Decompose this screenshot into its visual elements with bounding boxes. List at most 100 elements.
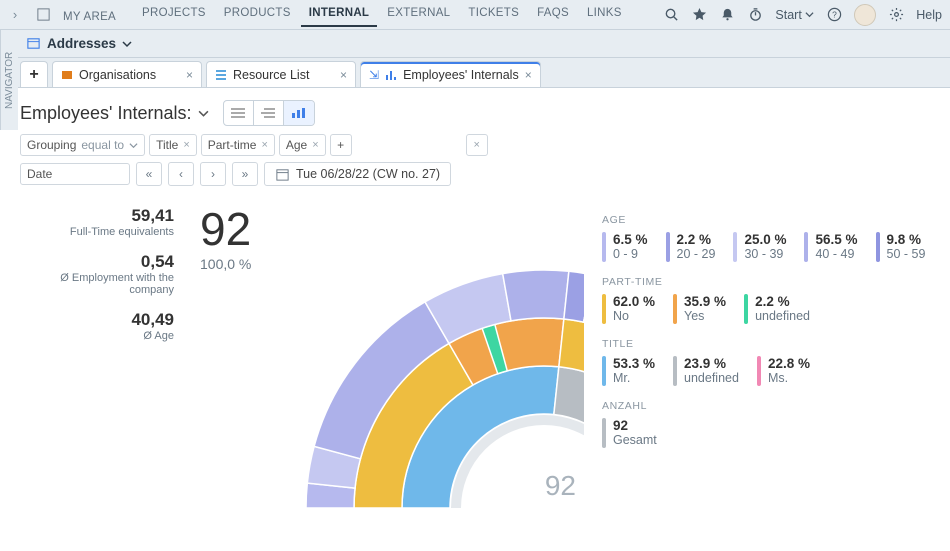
legend-sub: Mr. bbox=[613, 371, 655, 385]
left-stats: 59,41 Full-Time equivalents 0,54 Ø Emplo… bbox=[20, 206, 180, 508]
legend-bar bbox=[804, 232, 808, 262]
stat-value: 59,41 bbox=[20, 206, 174, 226]
legend-pct: 2.2 % bbox=[755, 294, 810, 309]
date-next[interactable]: › bbox=[200, 162, 226, 186]
tab-resource-list[interactable]: Resource List × bbox=[206, 61, 356, 87]
expand-icon[interactable]: › bbox=[8, 7, 22, 22]
pill-age[interactable]: Age× bbox=[279, 134, 326, 156]
pill-part-time[interactable]: Part-time× bbox=[201, 134, 275, 156]
legend-item[interactable]: 92Gesamt bbox=[602, 418, 657, 448]
add-pill[interactable]: + bbox=[330, 134, 352, 156]
addresses-dropdown[interactable]: Addresses bbox=[26, 36, 132, 51]
stat-value: 40,49 bbox=[20, 310, 174, 330]
menu-products[interactable]: PRODUCTS bbox=[216, 3, 299, 27]
legend-sub: undefined bbox=[755, 309, 810, 323]
legend-item[interactable]: 25.0 %30 - 39 bbox=[733, 232, 786, 262]
close-icon[interactable]: × bbox=[525, 68, 532, 82]
legend-pct: 6.5 % bbox=[613, 232, 648, 247]
filter-row: Grouping equal to Title× Part-time× Age×… bbox=[20, 134, 936, 156]
tab-add[interactable]: + bbox=[20, 61, 48, 87]
legend-pct: 22.8 % bbox=[768, 356, 810, 371]
legend-bar bbox=[673, 294, 677, 324]
stat-label: Ø Employment with the company bbox=[20, 272, 174, 296]
tab-bar: + Organisations × Resource List × ⇲ Empl… bbox=[0, 58, 950, 88]
search-icon[interactable] bbox=[663, 7, 679, 23]
legend-sub: Yes bbox=[684, 309, 726, 323]
legend-item[interactable]: 62.0 %No bbox=[602, 294, 655, 324]
legend-item[interactable]: 56.5 %40 - 49 bbox=[804, 232, 857, 262]
navigator-label[interactable]: NAVIGATOR bbox=[0, 30, 18, 130]
date-last[interactable]: » bbox=[232, 162, 258, 186]
stat-label: Full-Time equivalents bbox=[20, 226, 174, 238]
menu-projects[interactable]: PROJECTS bbox=[134, 3, 214, 27]
date-first[interactable]: « bbox=[136, 162, 162, 186]
legend-item[interactable]: 22.8 %Ms. bbox=[757, 356, 810, 386]
close-icon[interactable]: × bbox=[183, 139, 189, 151]
legend: AGE6.5 %0 - 92.2 %20 - 2925.0 %30 - 3956… bbox=[598, 206, 936, 508]
legend-item[interactable]: 2.2 %undefined bbox=[744, 294, 810, 324]
tab-employees-internals[interactable]: ⇲ Employees' Internals × bbox=[360, 61, 541, 87]
legend-pct: 92 bbox=[613, 418, 657, 433]
legend-pct: 25.0 % bbox=[744, 232, 786, 247]
menu-external[interactable]: EXTERNAL bbox=[379, 3, 458, 27]
top-bar: › MY AREA PROJECTS PRODUCTS INTERNAL EXT… bbox=[0, 0, 950, 30]
date-label: Date bbox=[20, 163, 130, 185]
date-value[interactable]: Tue 06/28/22 (CW no. 27) bbox=[264, 162, 451, 186]
legend-item[interactable]: 6.5 %0 - 9 bbox=[602, 232, 648, 262]
legend-item[interactable]: 9.8 %50 - 59 bbox=[876, 232, 926, 262]
sub-header: Addresses bbox=[0, 30, 950, 58]
grouping-chip[interactable]: Grouping equal to bbox=[20, 134, 145, 156]
legend-bar bbox=[602, 232, 606, 262]
stopwatch-icon[interactable] bbox=[747, 7, 763, 23]
legend-item[interactable]: 53.3 %Mr. bbox=[602, 356, 655, 386]
dashboard: 59,41 Full-Time equivalents 0,54 Ø Emplo… bbox=[20, 206, 936, 508]
close-icon[interactable]: × bbox=[186, 68, 193, 82]
legend-item[interactable]: 2.2 %20 - 29 bbox=[666, 232, 716, 262]
legend-pct: 2.2 % bbox=[677, 232, 716, 247]
menu-my-area[interactable]: MY AREA bbox=[28, 3, 132, 27]
menu-faqs[interactable]: FAQS bbox=[529, 3, 577, 27]
legend-bar bbox=[602, 294, 606, 324]
start-dropdown[interactable]: Start bbox=[775, 8, 814, 22]
menu-tickets[interactable]: TICKETS bbox=[460, 3, 527, 27]
help-link[interactable]: Help bbox=[916, 8, 942, 22]
legend-bar bbox=[757, 356, 761, 386]
legend-sub: Gesamt bbox=[613, 433, 657, 447]
group-label: AGE bbox=[602, 214, 936, 226]
view-list[interactable] bbox=[224, 101, 254, 125]
page-title[interactable]: Employees' Internals: bbox=[20, 103, 209, 124]
legend-pct: 53.3 % bbox=[613, 356, 655, 371]
clear-filters[interactable]: × bbox=[466, 134, 488, 156]
avatar[interactable] bbox=[854, 4, 876, 26]
legend-item[interactable]: 35.9 %Yes bbox=[673, 294, 726, 324]
close-icon[interactable]: × bbox=[312, 139, 318, 151]
close-icon[interactable]: × bbox=[340, 68, 347, 82]
menu-links[interactable]: LINKS bbox=[579, 3, 630, 27]
chip-label: Grouping bbox=[27, 138, 76, 152]
star-icon[interactable] bbox=[691, 7, 707, 23]
view-toggle bbox=[223, 100, 315, 126]
close-icon[interactable]: × bbox=[261, 139, 267, 151]
tab-label: Organisations bbox=[79, 68, 156, 82]
legend-item[interactable]: 23.9 %undefined bbox=[673, 356, 739, 386]
legend-sub: 0 - 9 bbox=[613, 247, 648, 261]
bell-icon[interactable] bbox=[719, 7, 735, 23]
chip-op: equal to bbox=[81, 138, 124, 152]
help-icon[interactable]: ? bbox=[826, 7, 842, 23]
top-right: Start ? Help bbox=[663, 4, 942, 26]
legend-bar bbox=[666, 232, 670, 262]
tab-organisations[interactable]: Organisations × bbox=[52, 61, 202, 87]
org-icon bbox=[61, 69, 73, 81]
legend-bar bbox=[744, 294, 748, 324]
menu-internal[interactable]: INTERNAL bbox=[301, 3, 378, 27]
legend-sub: 30 - 39 bbox=[744, 247, 786, 261]
group-label: TITLE bbox=[602, 338, 936, 350]
view-chart[interactable] bbox=[284, 101, 314, 125]
date-prev[interactable]: ‹ bbox=[168, 162, 194, 186]
view-compact[interactable] bbox=[254, 101, 284, 125]
group-items: 6.5 %0 - 9 2.2 %20 - 29 25.0 %30 - 39 56.5 … bbox=[602, 232, 936, 262]
gear-icon[interactable] bbox=[888, 7, 904, 23]
legend-sub: 20 - 29 bbox=[677, 247, 716, 261]
legend-bar bbox=[602, 418, 606, 448]
pill-title[interactable]: Title× bbox=[149, 134, 197, 156]
